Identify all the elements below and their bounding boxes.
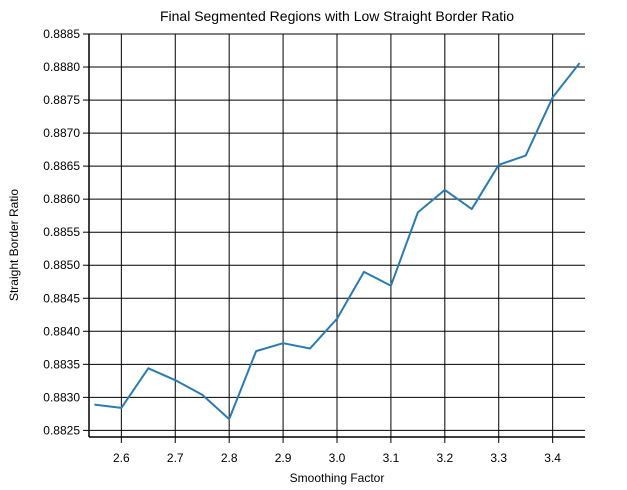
x-tick-label: 3.3 bbox=[490, 451, 507, 465]
grid-lines bbox=[89, 33, 585, 437]
data-series bbox=[94, 62, 581, 421]
y-tick-label: 0.8830 bbox=[43, 390, 80, 404]
y-tick-label: 0.8840 bbox=[43, 324, 80, 338]
y-tick-label: 0.8860 bbox=[43, 192, 80, 206]
tick-labels: 0.8825 0.8830 0.8835 0.8840 0.8845 0.8850 0.88… bbox=[43, 27, 561, 465]
y-tick-label: 0.8825 bbox=[43, 423, 80, 437]
x-tick-label: 2.7 bbox=[167, 451, 184, 465]
x-tick-label: 2.8 bbox=[221, 451, 238, 465]
y-tick-label: 0.8885 bbox=[43, 27, 80, 41]
y-tick-label: 0.8865 bbox=[43, 159, 80, 173]
x-axis-label: Smoothing Factor bbox=[290, 471, 385, 485]
x-tick-label: 3.4 bbox=[544, 451, 561, 465]
y-tick-label: 0.8845 bbox=[43, 291, 80, 305]
x-tick-label: 2.6 bbox=[113, 451, 130, 465]
y-tick-label: 0.8855 bbox=[43, 225, 80, 239]
x-tick-label: 2.9 bbox=[275, 451, 292, 465]
y-tick-label: 0.8870 bbox=[43, 126, 80, 140]
y-axis-label: Straight Border Ratio bbox=[7, 189, 21, 301]
y-tick-label: 0.8875 bbox=[43, 93, 80, 107]
x-tick-label: 3.1 bbox=[383, 451, 400, 465]
y-tick-label: 0.8835 bbox=[43, 357, 80, 371]
x-tick-label: 3.0 bbox=[329, 451, 346, 465]
x-tick-label: 3.2 bbox=[436, 451, 453, 465]
chart-title: Final Segmented Regions with Low Straigh… bbox=[160, 8, 514, 24]
y-tick-label: 0.8880 bbox=[43, 60, 80, 74]
axes bbox=[83, 33, 585, 443]
y-tick-label: 0.8850 bbox=[43, 258, 80, 272]
